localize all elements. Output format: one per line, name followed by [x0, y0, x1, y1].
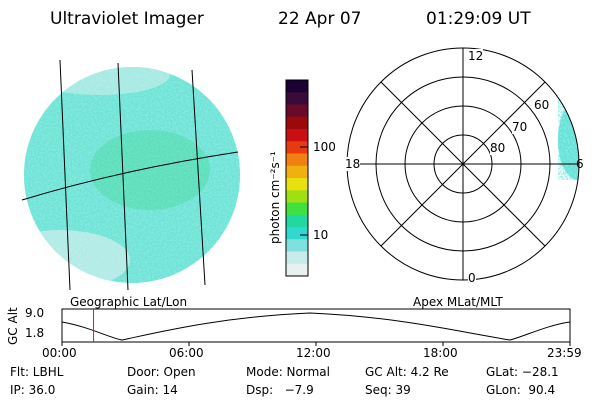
mlat-label-80: 80 — [490, 141, 506, 155]
altitude-xtick-4: 23:59 — [547, 346, 582, 360]
altitude-ytick-high: 9.0 — [25, 306, 45, 320]
colorbar-band — [286, 80, 308, 93]
glat-info: GLat: −28.1 — [486, 365, 559, 379]
colorbar-band — [286, 202, 308, 216]
colorbar-band — [286, 214, 308, 228]
ip-info: IP: 36.0 — [10, 383, 56, 397]
colorbar-band — [286, 141, 308, 154]
mlt-label-0: 0 — [468, 271, 476, 285]
altitude-xtick-1: 06:00 — [169, 346, 204, 360]
dsp-info: Dsp: −7.9 — [246, 383, 314, 397]
altitude-curve — [61, 312, 571, 341]
colorbar-band — [286, 239, 308, 252]
altitude-xtick-3: 18:00 — [423, 346, 458, 360]
altitude-ytick-low: 1.8 — [25, 326, 45, 340]
geographic-caption: Geographic Lat/Lon — [70, 295, 188, 309]
colorbar-tick-label-100: 100 — [313, 140, 336, 154]
time-label: 01:29:09 UT — [426, 9, 531, 29]
mlt-label-12: 12 — [468, 49, 484, 63]
colorbar-band — [286, 178, 308, 191]
altitude-ylabel: GC Alt — [6, 307, 20, 345]
colorbar-band — [286, 251, 308, 265]
gc-alt-info: GC Alt: 4.2 Re — [365, 365, 449, 379]
gain-info: Gain: 14 — [127, 383, 178, 397]
colorbar-unit-label: photon cm⁻²s⁻¹ — [268, 151, 282, 244]
altitude-xtick-0: 00:00 — [42, 346, 77, 360]
polar-grid — [346, 47, 580, 281]
colorbar-band — [286, 263, 308, 277]
filter-info: Flt: LBHL — [10, 365, 64, 379]
colorbar-band — [286, 104, 308, 118]
seq-info: Seq: 39 — [365, 383, 411, 397]
colorbar-tick-label-10: 10 — [313, 228, 329, 242]
colorbar-band — [286, 153, 308, 167]
glon-info: GLon: 90.4 — [486, 383, 556, 397]
colorbar-band — [286, 129, 308, 142]
mlat-label-60: 60 — [534, 98, 550, 112]
colorbar-band — [286, 116, 308, 130]
colorbar-band — [286, 190, 308, 203]
polar-caption: Apex MLat/MLT — [413, 295, 503, 309]
altitude-xtick-2: 12:00 — [296, 346, 331, 360]
colorbar-band — [286, 227, 308, 240]
colorbar-band — [286, 92, 308, 105]
colorbar-bands — [286, 80, 308, 277]
mode-info: Mode: Normal — [246, 365, 330, 379]
app-title: Ultraviolet Imager — [50, 9, 204, 29]
colorbar-frame — [285, 79, 309, 277]
date-label: 22 Apr 07 — [278, 9, 362, 29]
mlt-label-18: 18 — [345, 157, 361, 171]
mlat-label-70: 70 — [512, 120, 528, 134]
geo-grid — [21, 59, 239, 291]
door-info: Door: Open — [127, 365, 196, 379]
mlt-label-6: 6 — [576, 157, 584, 171]
geo-emission-field — [24, 67, 240, 283]
colorbar-band — [286, 165, 308, 179]
altitude-frame — [61, 308, 571, 343]
